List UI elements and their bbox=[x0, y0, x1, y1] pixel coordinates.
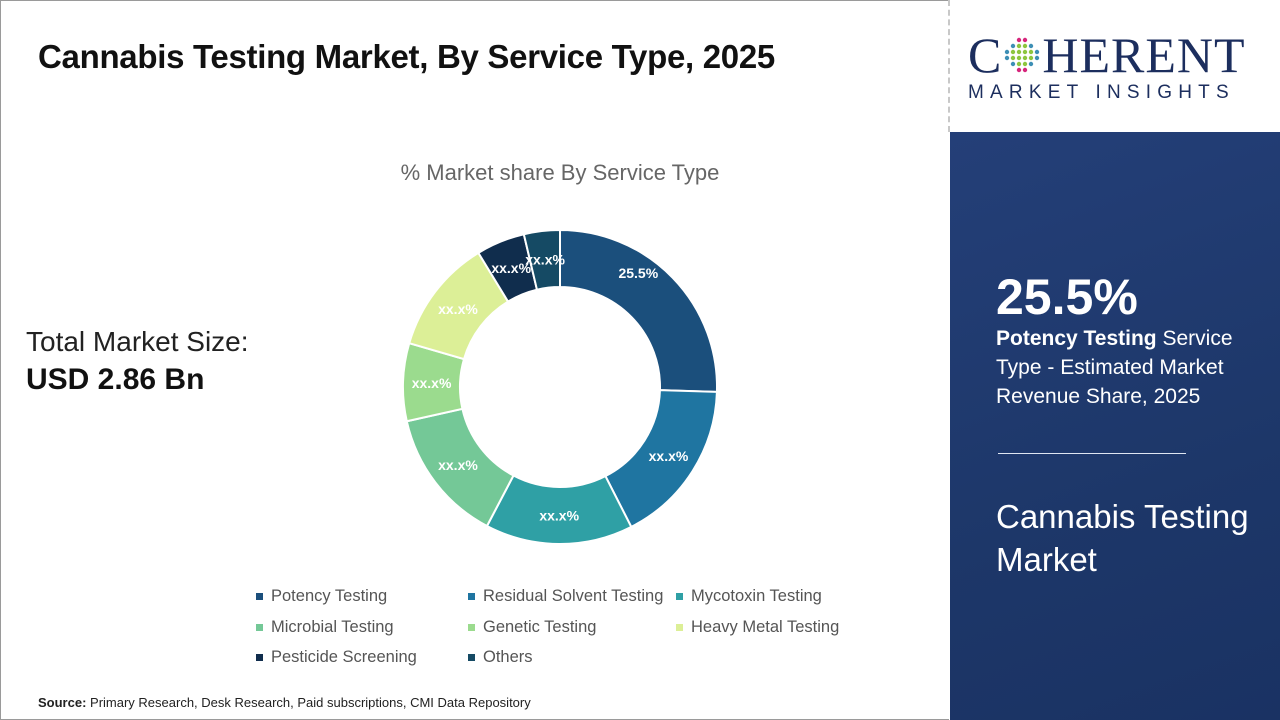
donut-chart: 25.5%xx.x%xx.x%xx.x%xx.x%xx.x%xx.x%xx.x% bbox=[402, 228, 718, 545]
legend-item: Others bbox=[468, 648, 533, 667]
data-label: xx.x% bbox=[491, 260, 531, 276]
data-label: xx.x% bbox=[649, 448, 689, 464]
legend-label: Pesticide Screening bbox=[271, 648, 417, 666]
legend-swatch bbox=[468, 593, 475, 600]
legend-item: Genetic Testing bbox=[468, 618, 596, 637]
legend-label: Genetic Testing bbox=[483, 618, 597, 636]
legend-label: Heavy Metal Testing bbox=[691, 618, 840, 636]
data-label: xx.x% bbox=[412, 375, 452, 391]
legend-label: Potency Testing bbox=[271, 587, 388, 605]
highlight-segment: Potency Testing bbox=[996, 327, 1157, 350]
legend-label: Residual Solvent Testing bbox=[483, 587, 664, 605]
globe-icon bbox=[1005, 37, 1040, 73]
legend-item: Pesticide Screening bbox=[256, 648, 417, 667]
highlight-text: Service Type - Estimated Market Revenue … bbox=[996, 327, 1233, 408]
legend-swatch bbox=[676, 593, 683, 600]
legend-swatch bbox=[256, 654, 263, 661]
donut-slice-potency-testing bbox=[559, 228, 718, 393]
legend-swatch bbox=[676, 624, 683, 631]
legend-item: Heavy Metal Testing bbox=[676, 618, 839, 637]
legend-label: Mycotoxin Testing bbox=[691, 587, 822, 605]
legend-label: Microbial Testing bbox=[271, 618, 394, 636]
legend-item: Residual Solvent Testing bbox=[468, 587, 663, 606]
legend-swatch bbox=[256, 624, 263, 631]
legend-label: Others bbox=[483, 648, 533, 666]
donut-slice-others bbox=[522, 228, 561, 291]
total-market-label: Total Market Size: bbox=[26, 326, 249, 357]
data-label: xx.x% bbox=[438, 457, 478, 473]
total-market-value: USD 2.86 Bn bbox=[26, 363, 205, 396]
highlight-description: Potency Testing Service Type - Estimated… bbox=[996, 324, 1256, 411]
logo-wordmark: C HERENT bbox=[968, 27, 1246, 83]
legend-swatch bbox=[256, 593, 263, 600]
legend-swatch bbox=[468, 624, 475, 631]
source-text: Primary Research, Desk Research, Paid su… bbox=[90, 695, 531, 710]
logo: C HERENT MARKET INSIGHTS bbox=[968, 30, 1268, 104]
data-label: xx.x% bbox=[438, 301, 478, 317]
source-note: Source: Primary Research, Desk Research,… bbox=[38, 695, 531, 710]
data-label: 25.5% bbox=[618, 265, 658, 281]
page-title: Cannabis Testing Market, By Service Type… bbox=[38, 38, 775, 75]
chart-title: % Market share By Service Type bbox=[400, 160, 720, 185]
panel-divider bbox=[998, 453, 1186, 454]
logo-tagline: MARKET INSIGHTS bbox=[968, 82, 1235, 103]
legend-swatch bbox=[468, 654, 475, 661]
source-label: Source: bbox=[38, 695, 87, 710]
legend-item: Microbial Testing bbox=[256, 618, 394, 637]
data-label: xx.x% bbox=[525, 251, 565, 267]
market-name: Cannabis Testing Market bbox=[996, 498, 1249, 578]
highlight-panel bbox=[950, 132, 1280, 720]
highlight-value: 25.5% bbox=[996, 269, 1138, 325]
legend-item: Mycotoxin Testing bbox=[676, 587, 822, 606]
legend-item: Potency Testing bbox=[256, 587, 387, 606]
data-label: xx.x% bbox=[539, 507, 579, 523]
divider bbox=[948, 0, 950, 132]
